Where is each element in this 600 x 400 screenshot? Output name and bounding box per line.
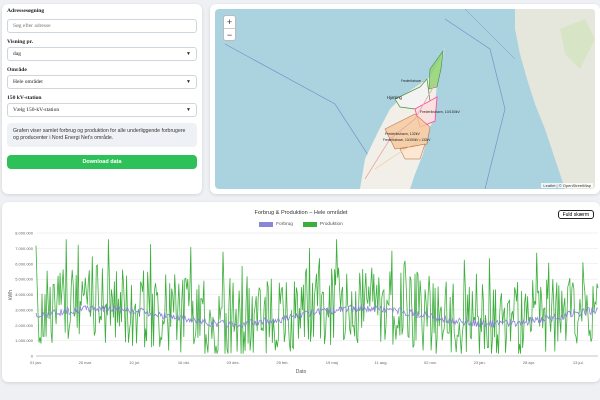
zoom-control: + − <box>223 15 236 41</box>
legend-label: Forbrug <box>276 222 293 227</box>
legend-swatch <box>302 222 317 227</box>
map-region-label: Frederikshavn, 10/150kV • 132kV <box>383 138 431 142</box>
map-region-label: Frederikshavn, 132kV <box>385 132 421 136</box>
filter-panel: Adressesøgning Visning pr. dag ▼ Område … <box>2 4 202 194</box>
y-tick-label: 4.000.000 <box>15 292 34 297</box>
chevron-down-icon: ▼ <box>186 51 191 57</box>
x-axis-label: Dato <box>295 369 307 375</box>
chart-panel: Forbrug & Produktion – Hele området Fuld… <box>2 202 600 382</box>
address-search-input[interactable] <box>7 19 197 33</box>
map-attribution[interactable]: Leaflet | © OpenStreetMap <box>541 183 593 188</box>
x-tick-label: 01 jan. <box>30 360 42 365</box>
chevron-down-icon: ▼ <box>186 107 191 113</box>
map-region-label: Hjørring <box>387 95 403 100</box>
zoom-out-button[interactable]: − <box>224 28 235 40</box>
resolution-value: dag <box>13 51 21 57</box>
chart-svg: 0 1.000.000 2.000.000 3.000.000 4.000.000 5.0… <box>15 231 599 365</box>
legend-label: Produktion <box>319 222 343 227</box>
x-tick-label: 25 feb. <box>276 360 288 365</box>
y-tick-label: 6.000.000 <box>15 261 34 266</box>
resolution-label: Visning pr. <box>7 39 34 45</box>
legend-swatch <box>259 222 274 227</box>
chevron-down-icon: ▼ <box>186 79 191 85</box>
station-label: 150 kV-station <box>7 95 42 101</box>
y-tick-label: 0 <box>31 354 34 359</box>
map-region-label: Frederikshavn ... <box>401 79 425 83</box>
map-view[interactable]: Frederikshavn ... Hjørring Frederikshavn… <box>215 9 595 189</box>
x-tick-label: 03 dec. <box>227 360 240 365</box>
x-tick-label: 11 aug. <box>375 360 388 365</box>
station-value: Vælg 150-kV-station <box>13 107 60 113</box>
legend-item-produktion[interactable]: Produktion <box>302 222 343 227</box>
station-select[interactable]: Vælg 150-kV-station ▼ <box>7 103 197 117</box>
chart-title: Forbrug & Produktion – Hele området <box>254 210 348 216</box>
zoom-in-button[interactable]: + <box>226 17 233 27</box>
x-tick-label: 19 maj <box>326 360 338 365</box>
area-value: Hele området <box>13 79 43 85</box>
x-tick-label: 02 nov. <box>424 360 437 365</box>
y-tick-label: 1.000.000 <box>15 338 34 343</box>
legend-item-forbrug[interactable]: Forbrug <box>259 222 293 227</box>
y-tick-label: 3.000.000 <box>15 307 34 312</box>
y-tick-label: 2.000.000 <box>15 323 34 328</box>
x-tick-label: 10 jul. <box>129 360 140 365</box>
series-produktion-line <box>35 239 599 354</box>
y-tick-label: 5.000.000 <box>15 277 34 282</box>
y-tick-label: 8.000.000 <box>15 231 34 236</box>
info-box: Grafen viser samlet forbrug og produktio… <box>7 123 197 147</box>
x-tick-label: 16 okt. <box>178 360 190 365</box>
area-select[interactable]: Hele området ▼ <box>7 75 197 89</box>
map-region-label: Frederikshavn, 10/150kV <box>420 110 461 114</box>
fullscreen-button[interactable]: Fuld skærm <box>557 210 594 219</box>
chart-legend: Forbrug Produktion <box>2 222 600 227</box>
map-canvas[interactable]: Frederikshavn ... Hjørring Frederikshavn… <box>215 9 595 189</box>
x-tick-label: 23 jan. <box>474 360 486 365</box>
map-panel: Frederikshavn ... Hjørring Frederikshavn… <box>210 4 600 194</box>
y-tick-label: 7.000.000 <box>15 246 34 251</box>
resolution-select[interactable]: dag ▼ <box>7 47 197 61</box>
x-tick-label: 13 jul. <box>573 360 584 365</box>
x-tick-label: 20 mar. <box>79 360 92 365</box>
series-forbrug-line <box>35 303 599 328</box>
download-button[interactable]: Download data <box>7 155 197 169</box>
address-label: Adressesøgning <box>7 8 45 14</box>
area-label: Område <box>7 67 27 73</box>
x-tick-label: 28 apr. <box>523 360 535 365</box>
